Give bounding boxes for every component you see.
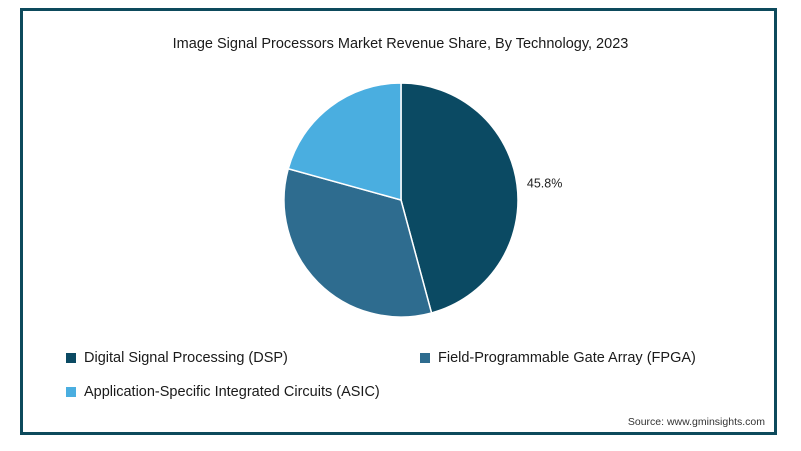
legend-swatch-asic: [66, 387, 76, 397]
legend-label-asic: Application-Specific Integrated Circuits…: [84, 384, 380, 400]
legend-label-fpga: Field-Programmable Gate Array (FPGA): [438, 350, 696, 366]
legend-label-dsp: Digital Signal Processing (DSP): [84, 350, 288, 366]
legend-swatch-fpga: [420, 353, 430, 363]
chart-title: Image Signal Processors Market Revenue S…: [172, 36, 629, 52]
legend-item-fpga: Field-Programmable Gate Array (FPGA): [420, 350, 696, 366]
pie-slice-dsp: [400, 82, 519, 314]
source-note: Source: www.gminsights.com: [627, 416, 765, 428]
pie-slice-asic: [287, 82, 402, 201]
data-label-dsp: 45.8%: [527, 176, 562, 190]
legend-swatch-dsp: [66, 353, 76, 363]
legend-item-asic: Application-Specific Integrated Circuits…: [66, 384, 380, 400]
legend-item-dsp: Digital Signal Processing (DSP): [66, 350, 288, 366]
pie-slice-fpga: [283, 167, 433, 318]
